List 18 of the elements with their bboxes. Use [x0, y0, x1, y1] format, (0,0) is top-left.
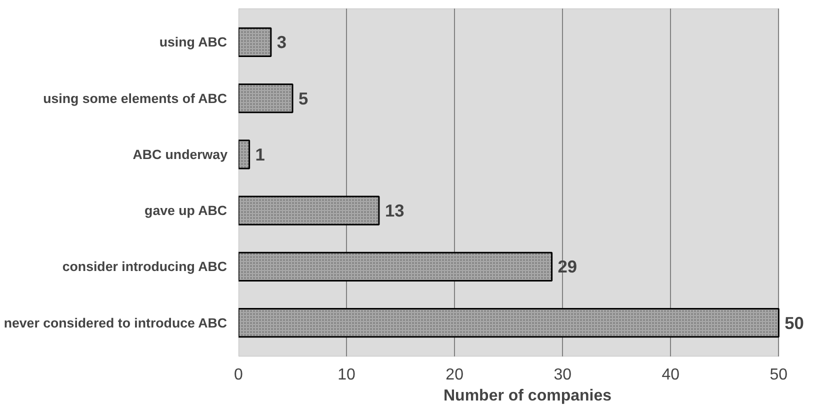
data-label: 50 — [784, 312, 804, 333]
x-tick-label: 40 — [662, 366, 680, 384]
y-tick-label: gave up ABC — [144, 203, 228, 218]
data-label: 5 — [298, 88, 309, 108]
x-axis-title: Number of companies — [443, 388, 612, 404]
data-label: 13 — [384, 200, 405, 221]
y-tick-label: using ABC — [159, 34, 228, 50]
y-tick-label: never considered to introduce ABC — [4, 315, 228, 330]
x-tick-label: 20 — [446, 366, 464, 384]
data-label: 3 — [276, 32, 287, 52]
x-tick-label: 30 — [554, 366, 572, 384]
y-tick-label: using some elements of ABC — [43, 90, 228, 106]
y-tick-label: ABC underway — [132, 146, 228, 162]
data-label: 1 — [255, 144, 266, 164]
y-tick-label: consider introducing ABC — [62, 259, 228, 274]
x-tick-label: 10 — [338, 366, 356, 384]
x-tick-label: 0 — [234, 366, 244, 384]
x-tick-label: 50 — [770, 366, 788, 384]
